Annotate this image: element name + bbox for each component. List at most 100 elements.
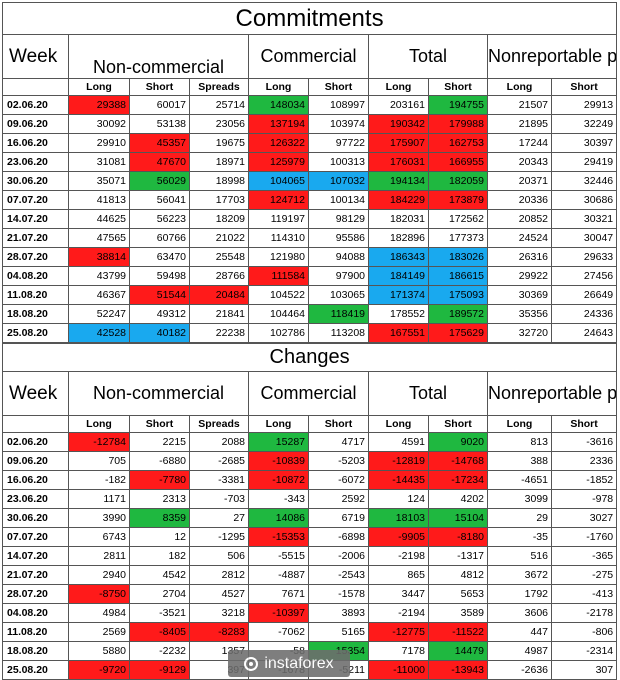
week-cell: 30.06.20 bbox=[2, 508, 69, 528]
value-cell: 94088 bbox=[308, 247, 369, 267]
changes-title: Changes bbox=[1, 343, 618, 372]
value-cell: 186615 bbox=[428, 266, 488, 286]
week-header: Week bbox=[2, 34, 69, 79]
value-cell: 35356 bbox=[487, 304, 552, 324]
value-cell: 60017 bbox=[129, 95, 190, 115]
value-cell: 35071 bbox=[68, 171, 130, 191]
subheader-cell: Long bbox=[368, 415, 429, 433]
value-cell: 184229 bbox=[368, 190, 429, 210]
table-row: 07.07.20 41813 56041 17703 124712 100134 18422… bbox=[2, 190, 618, 210]
value-cell: 63470 bbox=[129, 247, 190, 267]
value-cell: -3521 bbox=[129, 603, 190, 623]
subheader-cell: Spreads bbox=[189, 78, 249, 96]
subheader-cell: Long bbox=[68, 415, 130, 433]
table-row: 16.06.20 29910 45357 19675 126322 97722 175907… bbox=[2, 133, 618, 153]
value-cell: 100134 bbox=[308, 190, 369, 210]
value-cell: 95586 bbox=[308, 228, 369, 248]
table-row: 28.07.20 -8750 2704 4527 7671 -1578 3447 5653 17… bbox=[2, 584, 618, 604]
value-cell: 29419 bbox=[550, 152, 618, 172]
value-cell: 113208 bbox=[308, 323, 369, 343]
subheader-cell: Short bbox=[129, 415, 190, 433]
value-cell: -13943 bbox=[428, 660, 488, 680]
value-cell: 177373 bbox=[428, 228, 488, 248]
subheader-cell: Short bbox=[428, 78, 488, 96]
value-cell: -10872 bbox=[248, 470, 309, 490]
value-cell: 5880 bbox=[68, 641, 130, 661]
value-cell: -9905 bbox=[368, 527, 429, 547]
value-cell: -2006 bbox=[308, 546, 369, 566]
value-cell: 56041 bbox=[129, 190, 190, 210]
value-cell: 114310 bbox=[248, 228, 309, 248]
value-cell: 2313 bbox=[129, 489, 190, 509]
week-cell: 04.08.20 bbox=[2, 603, 69, 623]
subheader-cell: Short bbox=[428, 415, 488, 433]
value-cell: 21022 bbox=[189, 228, 249, 248]
value-cell: 100313 bbox=[308, 152, 369, 172]
value-cell: 506 bbox=[189, 546, 249, 566]
value-cell: 194134 bbox=[368, 171, 429, 191]
value-cell: -9129 bbox=[129, 660, 190, 680]
week-cell: 04.08.20 bbox=[2, 266, 69, 286]
value-cell: 167551 bbox=[368, 323, 429, 343]
week-cell: 18.08.20 bbox=[2, 304, 69, 324]
nonreportable-header: Nonreportable positions bbox=[486, 34, 618, 79]
value-cell: 178552 bbox=[368, 304, 429, 324]
subheader-cell: Long bbox=[368, 78, 429, 96]
value-cell: 182031 bbox=[368, 209, 429, 229]
value-cell: 52247 bbox=[68, 304, 130, 324]
value-cell: 307 bbox=[550, 660, 618, 680]
value-cell: 40182 bbox=[129, 323, 190, 343]
value-cell: 186343 bbox=[368, 247, 429, 267]
value-cell: 190342 bbox=[368, 114, 429, 134]
commitments-table: Commitments Week Commercial Total Nonrep… bbox=[1, 2, 618, 343]
subheader-cell: Spreads bbox=[189, 415, 249, 433]
value-cell: 30321 bbox=[550, 209, 618, 229]
subheader-blank bbox=[2, 415, 69, 433]
value-cell: 60766 bbox=[129, 228, 190, 248]
value-cell: 19675 bbox=[189, 133, 249, 153]
week-cell: 25.08.20 bbox=[2, 660, 69, 680]
value-cell: 25548 bbox=[189, 247, 249, 267]
value-cell: -2636 bbox=[487, 660, 552, 680]
value-cell: 6743 bbox=[68, 527, 130, 547]
table-row: 14.07.20 44625 56223 18209 119197 98129 182031… bbox=[2, 209, 618, 229]
value-cell: -365 bbox=[550, 546, 618, 566]
value-cell: 27456 bbox=[550, 266, 618, 286]
week-cell: 18.08.20 bbox=[2, 641, 69, 661]
value-cell: 179988 bbox=[428, 114, 488, 134]
table-row: 28.07.20 38814 63470 25548 121980 94088 186343… bbox=[2, 247, 618, 267]
value-cell: 111584 bbox=[248, 266, 309, 286]
value-cell: 2704 bbox=[129, 584, 190, 604]
value-cell: 18998 bbox=[189, 171, 249, 191]
value-cell: -343 bbox=[248, 489, 309, 509]
value-cell: 705 bbox=[68, 451, 130, 471]
table-row: 30.06.20 35071 56029 18998 104065 107032 19413… bbox=[2, 171, 618, 191]
value-cell: 18971 bbox=[189, 152, 249, 172]
value-cell: 182 bbox=[129, 546, 190, 566]
total-header: Total bbox=[368, 34, 488, 79]
table-row: 04.08.20 43799 59498 28766 111584 97900 184149… bbox=[2, 266, 618, 286]
table-row: 30.06.20 3990 8359 27 14086 6719 18103 15104 29 3… bbox=[2, 508, 618, 528]
value-cell: 6719 bbox=[308, 508, 369, 528]
watermark: instaforex bbox=[228, 650, 350, 677]
week-cell: 11.08.20 bbox=[2, 622, 69, 642]
table-row: 02.06.20 29388 60017 25714 148034 108997 20316… bbox=[2, 95, 618, 115]
value-cell: 3447 bbox=[368, 584, 429, 604]
commitments-body: 02.06.20 29388 60017 25714 148034 108997 20316… bbox=[2, 95, 618, 343]
week-cell: 16.06.20 bbox=[2, 133, 69, 153]
value-cell: 4527 bbox=[189, 584, 249, 604]
table-row: 16.06.20 -182 -7780 -3381 -10872 -6072 -14435-… bbox=[2, 470, 618, 490]
value-cell: 56029 bbox=[129, 171, 190, 191]
value-cell: 126322 bbox=[248, 133, 309, 153]
value-cell: -11000 bbox=[368, 660, 429, 680]
value-cell: -7062 bbox=[248, 622, 309, 642]
value-cell: 30092 bbox=[68, 114, 130, 134]
value-cell: 98129 bbox=[308, 209, 369, 229]
value-cell: -703 bbox=[189, 489, 249, 509]
value-cell: -806 bbox=[550, 622, 618, 642]
value-cell: 31081 bbox=[68, 152, 130, 172]
value-cell: 119197 bbox=[248, 209, 309, 229]
value-cell: 2088 bbox=[189, 432, 249, 452]
changes-body: 02.06.20 -12784 2215 2088 15287 4717 4591 9020 8… bbox=[2, 432, 618, 680]
week-cell: 02.06.20 bbox=[2, 432, 69, 452]
